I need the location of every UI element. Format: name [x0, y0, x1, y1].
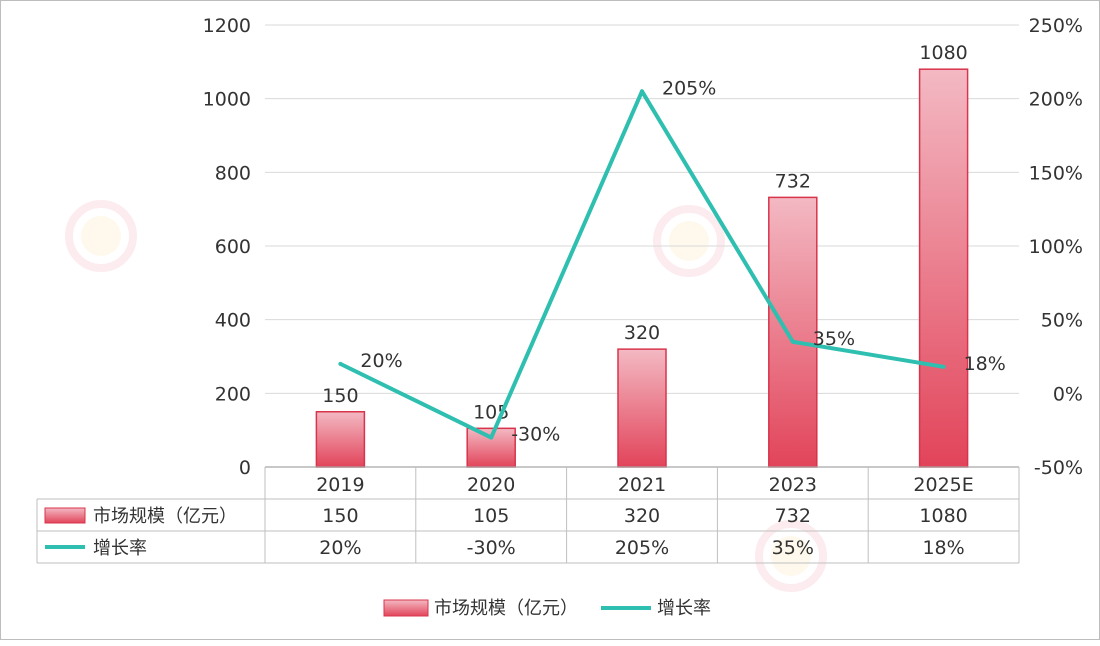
- category-label: 2023: [769, 474, 817, 496]
- left-axis-tick-label: 200: [215, 383, 251, 405]
- category-label: 2025E: [913, 474, 973, 496]
- bar: [918, 68, 969, 468]
- table-cell: 35%: [772, 537, 814, 559]
- left-axis-tick-label: 0: [239, 457, 251, 479]
- right-axis-tick-label: 250%: [1029, 15, 1083, 37]
- line-value-label: 205%: [662, 77, 716, 99]
- line-point: [640, 89, 644, 94]
- left-axis: 0 200 400 600 800 1000 1200: [203, 15, 251, 479]
- line-value-label: 20%: [360, 350, 402, 372]
- watermark: [65, 200, 827, 592]
- line-point: [338, 361, 343, 366]
- table-row-label: 增长率: [93, 538, 147, 559]
- right-axis: -50% 0% 50% 100% 150% 200% 250%: [1029, 15, 1083, 479]
- legend: 市场规模（亿元） 增长率: [383, 598, 711, 619]
- table-cell: 320: [624, 505, 660, 527]
- right-axis-tick-label: -50%: [1034, 457, 1083, 479]
- line-point: [941, 364, 946, 369]
- right-axis-tick-label: 100%: [1029, 236, 1083, 258]
- line-value-label: 35%: [813, 328, 855, 350]
- left-axis-tick-label: 1000: [203, 89, 251, 111]
- legend-line-label: 增长率: [657, 598, 711, 619]
- legend-bar-swatch: [383, 599, 429, 617]
- bar: [617, 348, 667, 468]
- left-axis-tick-label: 1200: [203, 15, 251, 37]
- table-cell: 205%: [615, 537, 669, 559]
- left-axis-tick-label: 600: [215, 236, 251, 258]
- bar-value-label: 150: [322, 385, 358, 407]
- left-axis-tick-label: 800: [215, 162, 251, 184]
- right-axis-tick-label: 150%: [1029, 162, 1083, 184]
- bar-value-label: 732: [775, 170, 811, 192]
- line-series: 20% -30% 205% 35% 18%: [338, 77, 1006, 446]
- table-cell: 105: [473, 505, 509, 527]
- table-bar-swatch: [44, 507, 86, 524]
- right-axis-tick-label: 50%: [1041, 310, 1083, 332]
- bar-value-label: 1080: [919, 42, 967, 64]
- category-label: 2020: [467, 474, 515, 496]
- category-label: 2021: [618, 474, 666, 496]
- bar: [768, 196, 818, 468]
- category-label: 2019: [316, 474, 364, 496]
- table-cell: -30%: [467, 537, 516, 559]
- table-row-label: 市场规模（亿元）: [93, 506, 237, 527]
- right-axis-tick-label: 200%: [1029, 89, 1083, 111]
- bar: [315, 411, 366, 468]
- table-cell: 18%: [922, 537, 964, 559]
- right-axis-tick-label: 0%: [1053, 383, 1083, 405]
- bar-value-label: 320: [624, 322, 660, 344]
- line-point: [790, 339, 795, 344]
- table-cell: 1080: [919, 505, 967, 527]
- legend-bar-label: 市场规模（亿元）: [434, 598, 578, 619]
- table-cell: 732: [775, 505, 811, 527]
- data-table: 2019 2020 2021 2023 2025E 市场规模（亿元） 150 105 320 73…: [36, 466, 1020, 564]
- table-cell: 20%: [319, 537, 361, 559]
- table-cell: 150: [322, 505, 358, 527]
- line-value-label: 18%: [964, 353, 1006, 375]
- left-axis-tick-label: 400: [215, 310, 251, 332]
- line-point: [489, 435, 494, 440]
- line-value-label: -30%: [511, 424, 560, 446]
